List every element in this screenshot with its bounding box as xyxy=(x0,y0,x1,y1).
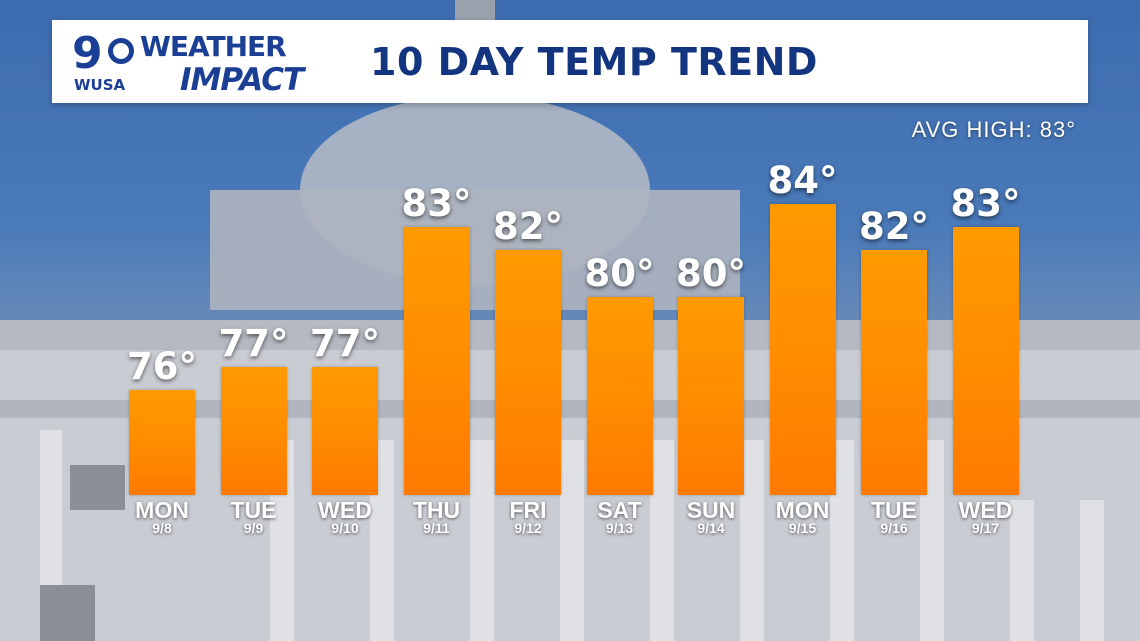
chart-title: 10 DAY TEMP TREND xyxy=(370,40,818,84)
bar-value-label: 76° xyxy=(127,345,197,389)
bar-value-label: 82° xyxy=(859,205,929,249)
day-label: SAT xyxy=(597,497,642,523)
bar-9 xyxy=(861,250,927,495)
date-label: 9/11 xyxy=(423,520,450,536)
bar-6 xyxy=(586,296,653,495)
header-bar: 9 WUSA WEATHER IMPACT 10 DAY TEMP TREND xyxy=(52,20,1088,103)
logo-number: 9 xyxy=(72,28,103,79)
date-label: 9/10 xyxy=(331,520,359,536)
bar-value-label: 80° xyxy=(676,251,746,295)
logo-weather-text: WEATHER xyxy=(140,30,287,63)
day-label: FRI xyxy=(509,497,547,523)
bar-8 xyxy=(769,203,836,495)
bar-value-label: 82° xyxy=(493,205,563,249)
day-label: THU xyxy=(412,497,461,523)
date-label: 9/14 xyxy=(697,520,725,536)
bar-1 xyxy=(129,390,195,495)
day-label: TUE xyxy=(230,497,277,523)
bar-value-label: 80° xyxy=(584,251,655,295)
date-label: 9/13 xyxy=(605,520,634,536)
logo-impact-text: IMPACT xyxy=(180,62,304,98)
station-logo: 9 WUSA WEATHER IMPACT xyxy=(70,28,340,98)
bar-value-label: 83° xyxy=(950,182,1021,226)
bar-value-label: 77° xyxy=(310,321,380,365)
date-label: 9/8 xyxy=(152,520,172,536)
bar-2 xyxy=(220,366,287,495)
bar-5 xyxy=(495,250,561,495)
day-label: MON xyxy=(775,497,830,523)
date-label: 9/12 xyxy=(514,520,542,536)
day-label: MON xyxy=(135,497,189,523)
day-label: WED xyxy=(318,497,372,523)
date-label: 9/16 xyxy=(880,520,908,536)
bar-7 xyxy=(678,296,744,495)
bar-value-label: 83° xyxy=(401,182,472,226)
avg-high-label: AVG HIGH: 83° xyxy=(911,117,1076,142)
day-label: WED xyxy=(958,497,1013,523)
day-label: TUE xyxy=(871,497,917,523)
day-label: SUN xyxy=(686,497,736,523)
bar-10 xyxy=(952,227,1019,495)
bar-3 xyxy=(312,366,378,495)
bar-value-label: 84° xyxy=(767,158,838,202)
bar-value-label: 77° xyxy=(218,321,289,365)
cbs-eye-icon xyxy=(108,38,134,64)
date-label: 9/15 xyxy=(788,520,817,536)
date-label: 9/17 xyxy=(971,520,1000,536)
logo-station: WUSA xyxy=(74,76,126,94)
bar-4 xyxy=(403,227,470,495)
date-label: 9/9 xyxy=(243,520,264,536)
